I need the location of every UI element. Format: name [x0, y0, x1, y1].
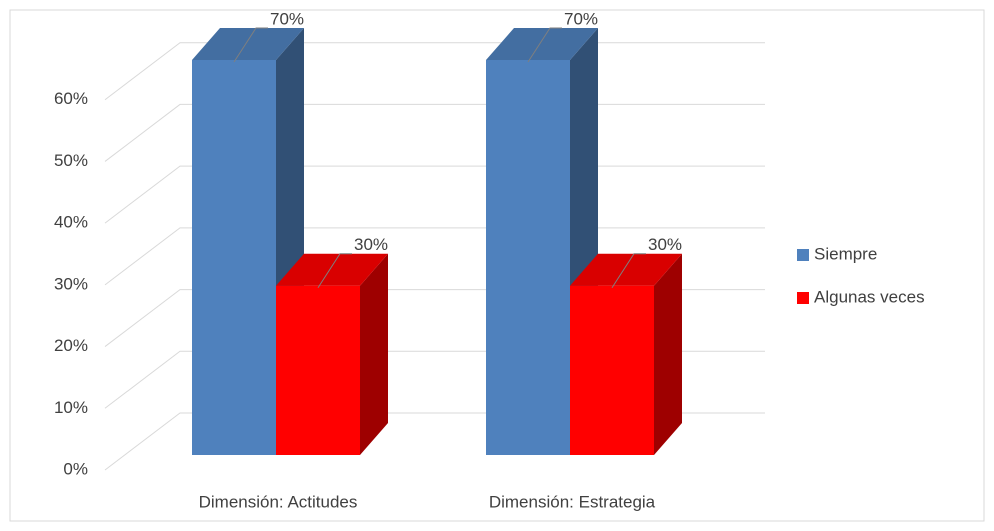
bar-front [486, 60, 570, 455]
bar-front [570, 285, 654, 455]
data-label: 70% [270, 9, 304, 28]
bar-front [192, 60, 276, 455]
y-tick-label: 30% [54, 274, 88, 293]
bar [276, 253, 388, 455]
leader-line [611, 253, 646, 288]
leader-line [527, 27, 562, 63]
bar-top [570, 253, 682, 286]
y-tick-label: 0% [63, 459, 88, 478]
leader-line [233, 27, 268, 63]
legend-swatch [797, 249, 809, 261]
bar-side [654, 253, 682, 455]
legend-label: Siempre [814, 244, 877, 263]
bar-top [486, 28, 598, 60]
leader-line [317, 253, 352, 288]
x-tick-label: Dimensión: Actitudes [199, 492, 358, 511]
x-tick-label: Dimensión: Estrategia [489, 492, 656, 511]
legend-label: Algunas veces [814, 287, 925, 306]
y-tick-label: 50% [54, 151, 88, 170]
legend-swatch [797, 292, 809, 304]
y-tick-label: 60% [54, 89, 88, 108]
y-tick-label: 20% [54, 336, 88, 355]
data-label: 30% [354, 235, 388, 254]
bar-top [192, 28, 304, 60]
bar-top [276, 253, 388, 286]
bar [570, 253, 682, 455]
y-tick-label: 10% [54, 398, 88, 417]
data-label: 30% [648, 235, 682, 254]
data-label: 70% [564, 9, 598, 28]
y-tick-label: 40% [54, 213, 88, 232]
bar-front [276, 285, 360, 455]
bar-side [360, 253, 388, 455]
